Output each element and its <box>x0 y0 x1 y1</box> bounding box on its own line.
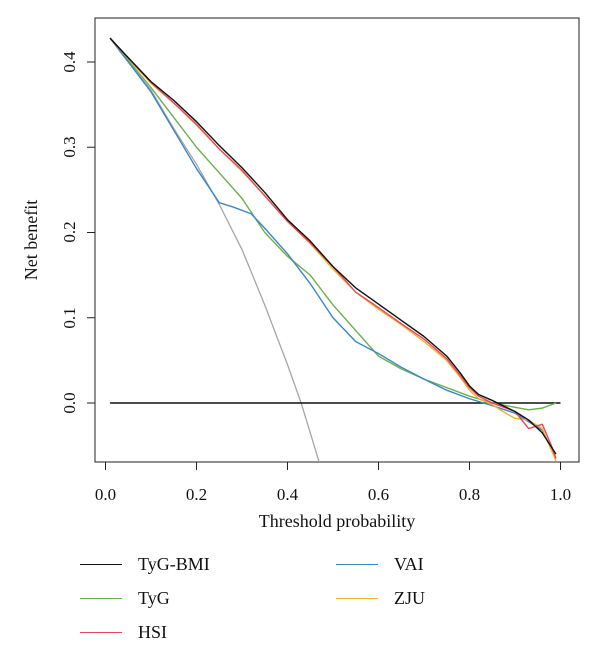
legend-item: TyG <box>80 586 170 610</box>
y-tick-label: 0.2 <box>60 221 79 242</box>
legend-label: HSI <box>138 621 168 642</box>
legend-label: TyG-BMI <box>138 553 210 574</box>
x-tick-label: 1.0 <box>550 485 571 504</box>
legend-swatch <box>336 563 378 565</box>
legend: TyG-BMI TyG HSI VAI ZJU <box>80 550 520 650</box>
x-tick-label: 0.2 <box>186 485 207 504</box>
series-line-all <box>109 37 320 462</box>
plot-frame <box>94 17 580 463</box>
tick-marks <box>87 61 561 470</box>
legend-item: VAI <box>336 552 424 576</box>
legend-swatch <box>80 631 122 633</box>
legend-swatch <box>336 597 378 599</box>
legend-item: HSI <box>80 620 167 644</box>
series-line-zju <box>109 37 557 462</box>
legend-label: TyG <box>138 587 170 608</box>
legend-label: ZJU <box>394 587 425 608</box>
series-layer <box>109 37 561 462</box>
y-tick-label: 0.1 <box>60 307 79 328</box>
x-tick-label: 0.4 <box>277 485 299 504</box>
y-axis-title: Net benefit <box>21 200 41 280</box>
series-line-vai <box>109 37 557 459</box>
decision-curve-chart: 0.0 0.2 0.4 0.6 0.8 1.0 0.0 0.1 0.2 0.3 … <box>21 17 580 531</box>
y-tick-label: 0.3 <box>60 136 79 157</box>
y-tick-label: 0.4 <box>60 51 79 73</box>
x-tick-label: 0.6 <box>368 485 389 504</box>
series-line-hsi <box>109 37 557 459</box>
legend-swatch <box>80 597 122 599</box>
legend-swatch <box>80 563 122 565</box>
legend-item: TyG-BMI <box>80 552 210 576</box>
legend-label: VAI <box>394 553 424 574</box>
x-tick-label: 0.0 <box>95 485 116 504</box>
y-tick-label: 0.0 <box>60 392 79 413</box>
x-axis-title: Threshold probability <box>259 511 415 531</box>
series-line-tyg-bmi <box>109 37 557 455</box>
series-line-tyg <box>109 37 557 411</box>
legend-item: ZJU <box>336 586 425 610</box>
x-tick-label: 0.8 <box>459 485 480 504</box>
